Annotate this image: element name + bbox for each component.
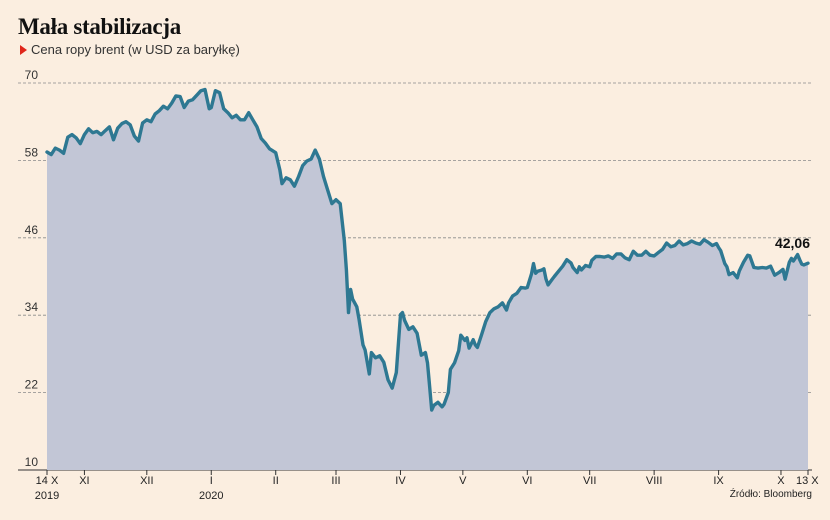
x-tick-label: VII (583, 475, 596, 487)
y-tick-label: 58 (25, 145, 39, 159)
source-note: Źródło: Bloomberg (729, 489, 812, 500)
x-tick-year: 2019 (35, 490, 59, 502)
x-tick-label: X (777, 475, 785, 487)
price-line (45, 87, 810, 412)
x-tick-label: 13 X (796, 475, 819, 487)
red-triangle-icon (20, 44, 27, 55)
chart-title: Mała stabilizacja (18, 14, 181, 39)
y-axis: 10 22 34 46 58 70 (25, 68, 39, 469)
chart-subtitle-text: Cena ropy brent (w USD za baryłkę) (31, 42, 240, 57)
last-value-label: 42,06 (775, 235, 810, 251)
x-tick-label: IV (395, 475, 406, 487)
y-tick-label: 46 (25, 223, 39, 237)
x-tick-label: 14 X (36, 475, 59, 487)
x-tick-label: XI (79, 475, 89, 487)
y-tick-label: 34 (25, 300, 39, 314)
x-tick-label: II (273, 475, 279, 487)
x-tick-label: VI (522, 475, 532, 487)
x-tick-label: XII (140, 475, 153, 487)
x-tick-label: V (459, 475, 467, 487)
x-tick-year: 2020 (199, 490, 223, 502)
x-tick-label: III (331, 475, 340, 487)
chart-subtitle: Cena ropy brent (w USD za baryłkę) (20, 42, 240, 57)
y-tick-label: 70 (25, 68, 39, 82)
y-tick-label: 10 (25, 455, 39, 469)
x-tick-label: I (210, 475, 213, 487)
x-tick-label: IX (713, 475, 724, 487)
y-tick-label: 22 (25, 378, 39, 392)
annotation-layer: 42,06 (775, 235, 810, 251)
x-tick-label: VIII (646, 475, 663, 487)
price-area (47, 89, 808, 470)
